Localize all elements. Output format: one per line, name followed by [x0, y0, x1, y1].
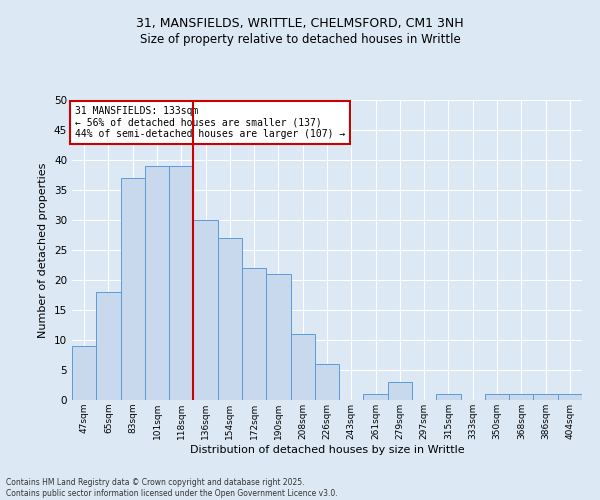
- Bar: [145, 166, 169, 400]
- Bar: [290, 334, 315, 400]
- Bar: [509, 394, 533, 400]
- X-axis label: Distribution of detached houses by size in Writtle: Distribution of detached houses by size …: [190, 444, 464, 454]
- Bar: [193, 220, 218, 400]
- Bar: [121, 178, 145, 400]
- Bar: [364, 394, 388, 400]
- Bar: [436, 394, 461, 400]
- Bar: [242, 268, 266, 400]
- Bar: [72, 346, 96, 400]
- Bar: [533, 394, 558, 400]
- Text: Size of property relative to detached houses in Writtle: Size of property relative to detached ho…: [140, 32, 460, 46]
- Text: Contains HM Land Registry data © Crown copyright and database right 2025.
Contai: Contains HM Land Registry data © Crown c…: [6, 478, 338, 498]
- Bar: [169, 166, 193, 400]
- Bar: [485, 394, 509, 400]
- Bar: [315, 364, 339, 400]
- Text: 31, MANSFIELDS, WRITTLE, CHELMSFORD, CM1 3NH: 31, MANSFIELDS, WRITTLE, CHELMSFORD, CM1…: [136, 18, 464, 30]
- Bar: [558, 394, 582, 400]
- Text: 31 MANSFIELDS: 133sqm
← 56% of detached houses are smaller (137)
44% of semi-det: 31 MANSFIELDS: 133sqm ← 56% of detached …: [74, 106, 345, 139]
- Bar: [96, 292, 121, 400]
- Bar: [218, 238, 242, 400]
- Y-axis label: Number of detached properties: Number of detached properties: [38, 162, 49, 338]
- Bar: [388, 382, 412, 400]
- Bar: [266, 274, 290, 400]
